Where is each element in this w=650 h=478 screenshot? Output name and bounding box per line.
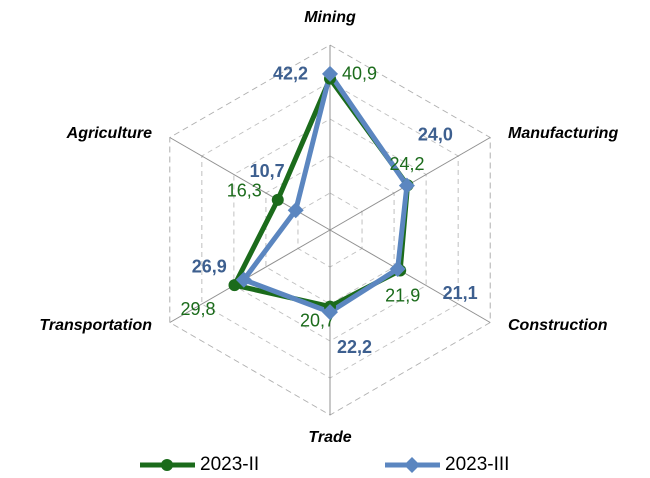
data-label: 21,9 [385, 285, 420, 305]
category-label: Agriculture [66, 125, 152, 142]
data-label: 16,3 [227, 181, 262, 201]
marker [398, 177, 415, 194]
data-label: 24,2 [390, 154, 425, 174]
marker [228, 279, 241, 292]
category-label: Mining [304, 9, 356, 26]
category-label: Construction [508, 317, 608, 334]
spoke [329, 229, 491, 323]
spoke [169, 229, 331, 323]
marker [287, 202, 304, 219]
data-label: 29,8 [180, 299, 215, 319]
legend-label: 2023-III [445, 454, 509, 475]
marker [389, 261, 406, 278]
category-label: Transportation [39, 317, 152, 334]
marker [271, 193, 284, 206]
legend-label: 2023-II [200, 454, 259, 475]
legend-marker [404, 457, 420, 473]
data-label: 24,0 [418, 124, 453, 144]
legend-marker [161, 459, 173, 471]
category-label: Manufacturing [508, 125, 618, 142]
marker [322, 304, 338, 321]
data-label: 10,7 [250, 161, 285, 181]
data-label: 26,9 [192, 257, 227, 277]
data-label: 42,2 [273, 64, 308, 84]
data-label: 40,9 [342, 63, 377, 83]
category-label: Trade [308, 429, 351, 446]
data-label: 21,1 [443, 283, 478, 303]
spoke [169, 137, 331, 231]
marker [235, 271, 252, 288]
data-label: 22,2 [337, 337, 372, 357]
marker [322, 65, 338, 82]
series-line [241, 71, 410, 315]
